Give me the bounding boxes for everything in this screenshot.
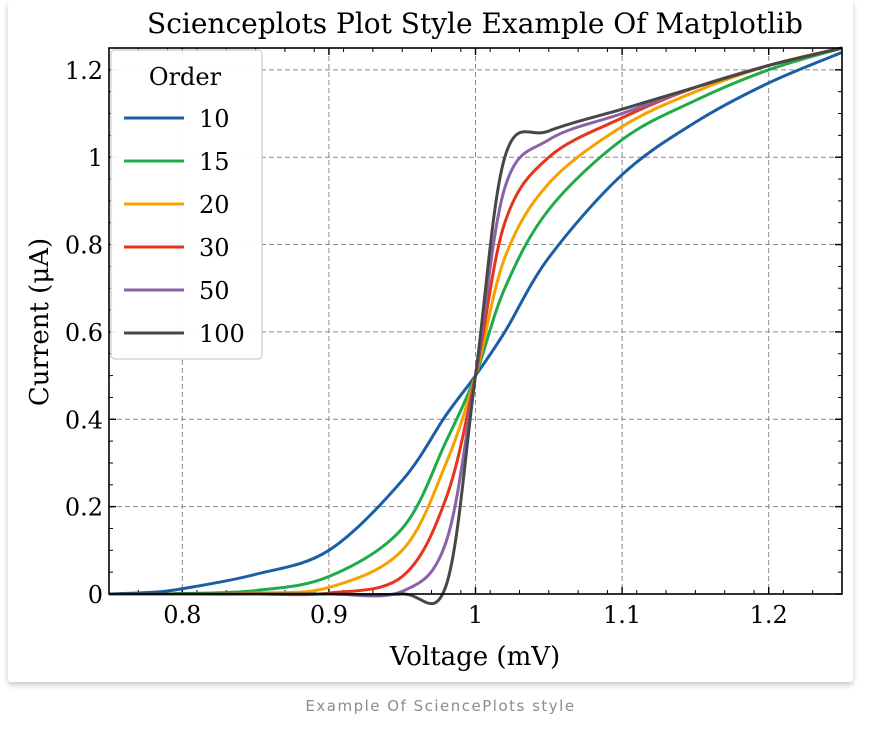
legend: Order 10 15 20 30 50 100: [110, 49, 263, 360]
chart-title: Scienceplots Plot Style Example Of Matpl…: [147, 7, 803, 40]
legend-entries: 10 15 20 30 50 100: [124, 105, 245, 348]
y-tick-label: 1: [88, 144, 103, 172]
legend-label-15: 15: [199, 148, 230, 176]
legend-label-50: 50: [199, 277, 230, 305]
legend-box: [110, 49, 263, 360]
legend-title: Order: [149, 63, 222, 91]
y-tick-label: 0: [88, 581, 103, 609]
y-tick-label: 1.2: [65, 57, 103, 85]
y-tick-label: 0.8: [65, 232, 103, 260]
x-tick-label: 1: [468, 601, 483, 629]
x-axis-label: Voltage (mV): [389, 642, 560, 672]
y-axis-label: Current (μA): [25, 238, 55, 406]
series-line-10: [108, 50, 843, 596]
tick-labels: 0.8 0.9 1 1.1 1.2 0 0.2 0.4 0.6 0.8 1 1.2: [65, 57, 788, 629]
x-tick-label: 1.1: [603, 601, 641, 629]
y-tick-label: 0.4: [65, 406, 103, 434]
legend-label-100: 100: [199, 320, 245, 348]
x-tick-label: 0.9: [310, 601, 348, 629]
y-tick-label: 0.6: [65, 319, 103, 347]
figure-card: Scienceplots Plot Style Example Of Matpl…: [8, 0, 853, 682]
plot-frame: [108, 47, 843, 595]
x-tick-label: 0.8: [163, 601, 201, 629]
y-tick-label: 0.2: [65, 494, 103, 522]
legend-label-30: 30: [199, 234, 230, 262]
legend-label-10: 10: [199, 105, 230, 133]
x-tick-label: 1.2: [750, 601, 788, 629]
legend-label-20: 20: [199, 191, 230, 219]
figure-caption: Example Of SciencePlots style: [305, 697, 576, 715]
chart: Scienceplots Plot Style Example Of Matpl…: [25, 7, 843, 672]
